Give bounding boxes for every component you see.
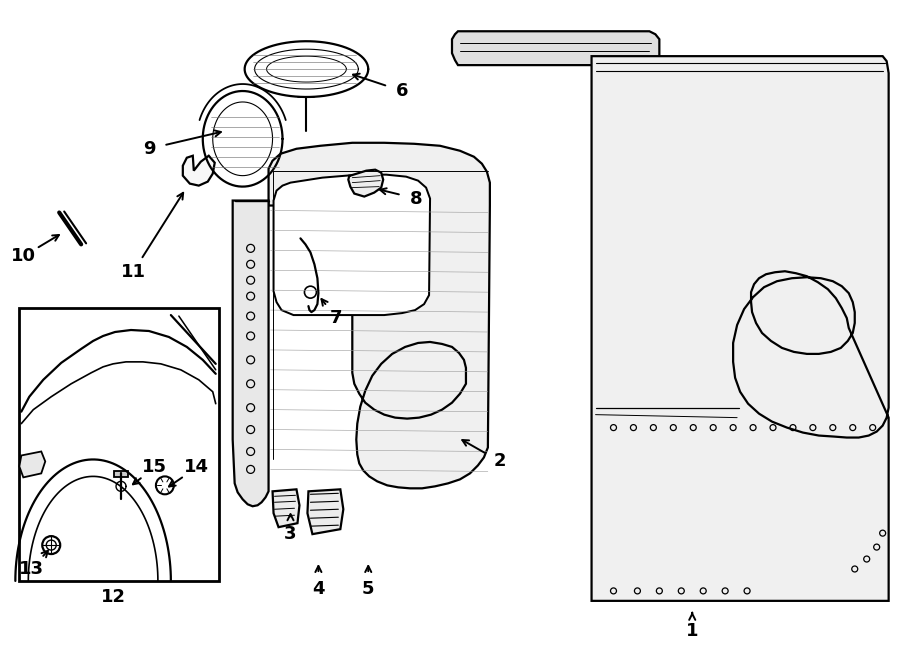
Text: 7: 7 <box>330 309 343 327</box>
Text: 13: 13 <box>19 560 44 578</box>
Polygon shape <box>591 56 888 601</box>
Polygon shape <box>273 489 300 527</box>
Text: 11: 11 <box>121 263 146 281</box>
Polygon shape <box>348 170 383 196</box>
Text: 12: 12 <box>101 588 125 606</box>
Polygon shape <box>114 471 128 477</box>
Polygon shape <box>183 156 215 186</box>
Text: 15: 15 <box>142 459 167 477</box>
Polygon shape <box>19 308 219 581</box>
Polygon shape <box>452 31 660 65</box>
Polygon shape <box>268 143 490 488</box>
Text: 8: 8 <box>410 190 422 208</box>
Text: 9: 9 <box>143 139 155 158</box>
Text: 5: 5 <box>362 580 374 598</box>
Text: 3: 3 <box>284 525 297 543</box>
Text: 14: 14 <box>184 459 210 477</box>
Text: 6: 6 <box>396 82 409 100</box>
Text: 4: 4 <box>312 580 325 598</box>
Polygon shape <box>233 200 268 506</box>
Text: 10: 10 <box>11 247 36 265</box>
Text: 2: 2 <box>493 452 506 471</box>
Polygon shape <box>308 489 343 534</box>
Polygon shape <box>19 451 45 477</box>
Text: 1: 1 <box>686 622 698 640</box>
Polygon shape <box>274 175 430 315</box>
